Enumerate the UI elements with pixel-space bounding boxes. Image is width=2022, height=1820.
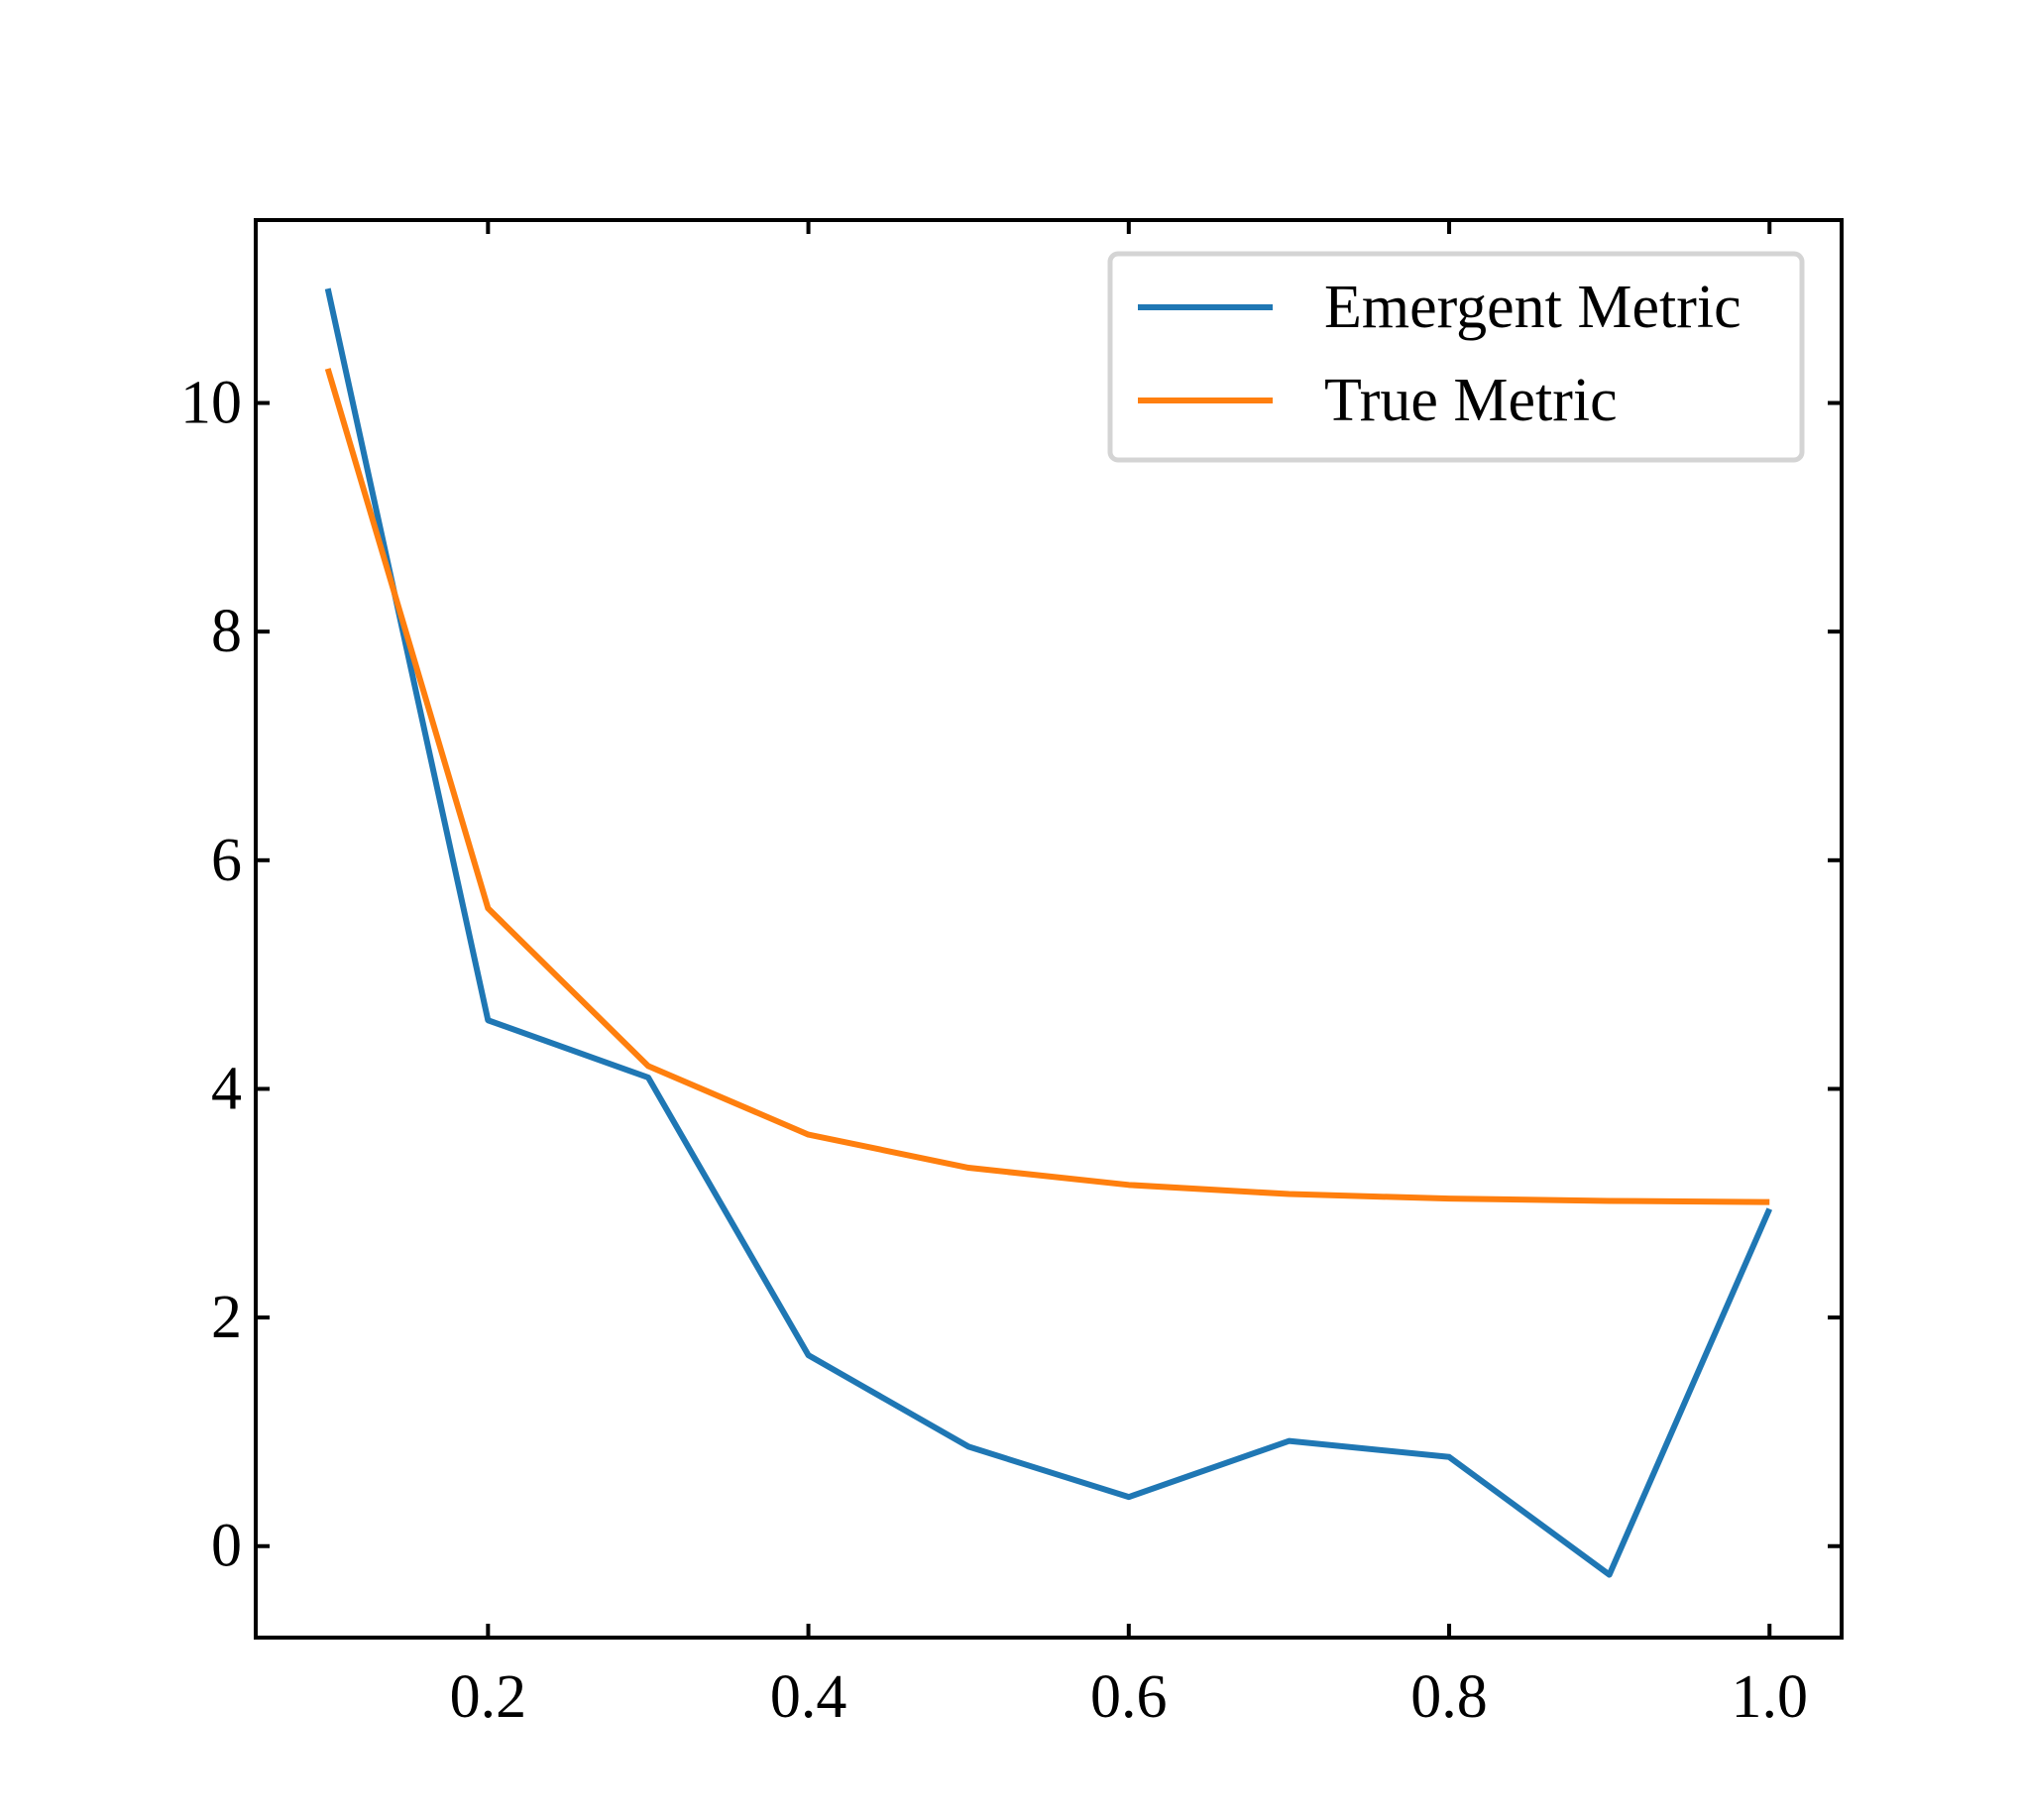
legend-label-true-metric: True Metric (1324, 367, 1618, 434)
x-tick-label: 0.4 (770, 1663, 847, 1731)
y-tick-label: 4 (211, 1055, 242, 1122)
legend-label-emergent-metric: Emergent Metric (1324, 274, 1741, 341)
y-tick-label: 8 (211, 598, 242, 665)
x-tick-label: 0.6 (1090, 1663, 1168, 1731)
y-tick-label: 6 (211, 827, 242, 894)
legend: Emergent Metric True Metric (1107, 251, 1805, 463)
ticks-layer: 0.2 0.4 0.6 0.8 1.0 0 2 4 6 8 10 (180, 220, 1842, 1731)
series-line-emergent-metric (324, 287, 1773, 1578)
series-line-true-metric (324, 368, 1770, 1205)
x-tick-label: 1.0 (1732, 1663, 1809, 1731)
y-tick-label: 0 (211, 1513, 242, 1580)
x-tick-label: 0.2 (450, 1663, 527, 1731)
plot-frame (254, 218, 1844, 1640)
series-layer (324, 287, 1773, 1578)
x-tick-label: 0.8 (1410, 1663, 1488, 1731)
y-tick-label: 2 (211, 1284, 242, 1351)
y-tick-label: 10 (180, 370, 242, 437)
legend-box (1107, 251, 1805, 463)
